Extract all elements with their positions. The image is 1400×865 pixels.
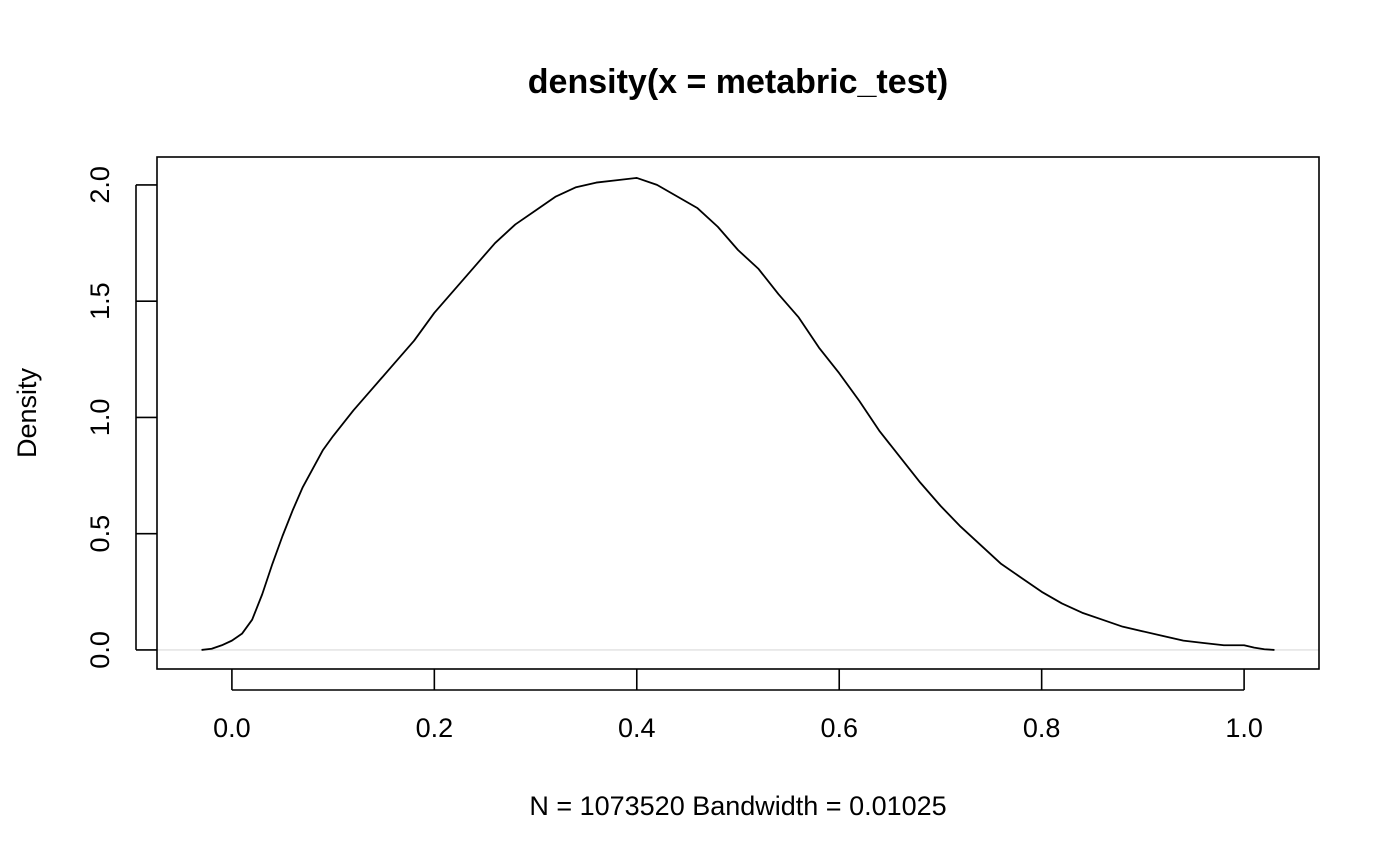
x-tick-label: 0.6 [820, 713, 858, 743]
y-axis: 0.0 0.5 1.0 1.5 2.0 [85, 166, 157, 669]
density-line [201, 177, 1275, 651]
plot-area [156, 156, 1320, 670]
x-axis: 0.0 0.2 0.4 0.6 0.8 1.0 [213, 669, 1263, 743]
y-axis-label: Density [12, 367, 42, 458]
x-axis-label: N = 1073520 Bandwidth = 0.01025 [529, 791, 946, 821]
x-tick-label: 0.0 [213, 713, 251, 743]
y-tick-label: 0.0 [85, 631, 115, 669]
x-tick-label: 1.0 [1225, 713, 1263, 743]
y-tick-label: 1.0 [85, 399, 115, 437]
x-tick-label: 0.8 [1023, 713, 1061, 743]
y-tick-label: 1.5 [85, 282, 115, 320]
chart-title: density(x = metabric_test) [528, 63, 948, 101]
y-tick-label: 2.0 [85, 166, 115, 204]
x-tick-label: 0.4 [618, 713, 656, 743]
plot-frame [156, 156, 1320, 670]
y-tick-label: 0.5 [85, 515, 115, 553]
x-tick-label: 0.2 [416, 713, 454, 743]
